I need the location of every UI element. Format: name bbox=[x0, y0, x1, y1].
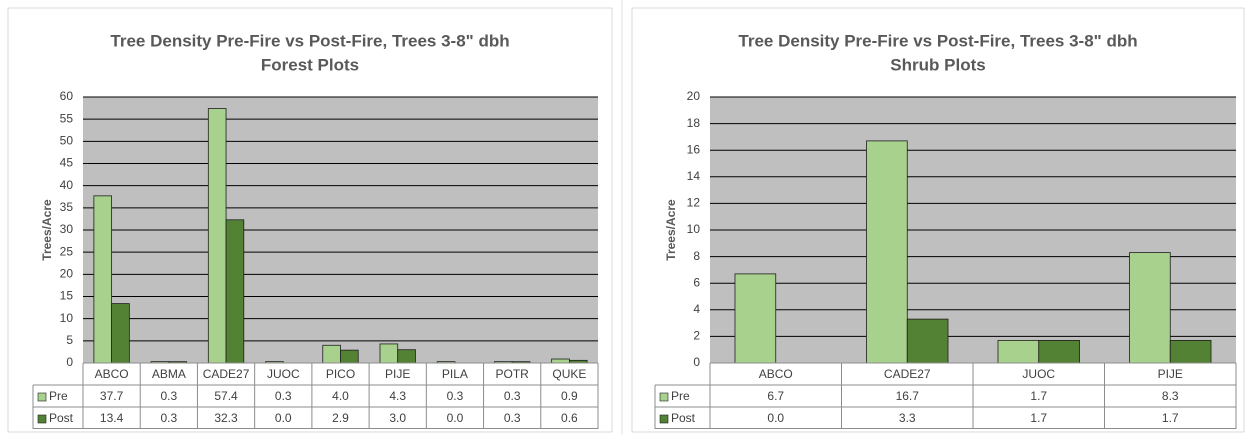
bar bbox=[340, 349, 359, 364]
y-tick-label: 0 bbox=[693, 355, 700, 369]
y-tick-label: 10 bbox=[60, 311, 74, 325]
x-tick-label: JUOC bbox=[267, 367, 300, 381]
table-value: 0.9 bbox=[561, 389, 578, 403]
y-tick-label: 18 bbox=[687, 116, 701, 130]
table-value: 0.3 bbox=[160, 389, 177, 403]
legend-key bbox=[659, 414, 669, 424]
x-tick-label: PILA bbox=[442, 367, 468, 381]
legend-key bbox=[37, 392, 47, 402]
bar bbox=[734, 273, 777, 364]
x-tick-label: JUOC bbox=[1022, 367, 1055, 381]
y-axis-label: Trees/Acre bbox=[40, 199, 54, 261]
x-tick-label: ABCO bbox=[95, 367, 129, 381]
table-value: 16.7 bbox=[896, 389, 920, 403]
bar bbox=[906, 318, 949, 364]
table-value: 0.0 bbox=[447, 411, 464, 425]
table-value: 1.7 bbox=[1030, 389, 1047, 403]
y-tick-label: 40 bbox=[60, 178, 74, 192]
bar bbox=[1038, 339, 1080, 364]
x-tick-label: PICO bbox=[326, 367, 355, 381]
y-tick-label: 8 bbox=[693, 249, 700, 263]
y-tick-label: 4 bbox=[693, 302, 700, 316]
y-tick-label: 30 bbox=[60, 222, 74, 236]
table-value: 0.3 bbox=[504, 389, 521, 403]
bar bbox=[111, 303, 130, 364]
bar bbox=[1169, 339, 1212, 364]
bar bbox=[866, 140, 908, 364]
x-tick-label: CADE27 bbox=[884, 367, 931, 381]
bar bbox=[551, 358, 570, 364]
bar bbox=[207, 108, 227, 364]
table-value: 0.3 bbox=[447, 389, 464, 403]
y-tick-label: 20 bbox=[687, 89, 701, 103]
table-value: 0.3 bbox=[275, 389, 292, 403]
table-value: 0.3 bbox=[504, 411, 521, 425]
bar bbox=[1129, 252, 1171, 364]
table-value: 37.7 bbox=[100, 389, 124, 403]
y-tick-label: 55 bbox=[60, 111, 74, 125]
y-tick-label: 20 bbox=[60, 267, 74, 281]
table-value: 0.0 bbox=[275, 411, 292, 425]
table-value: 1.7 bbox=[1030, 411, 1047, 425]
bar bbox=[322, 344, 341, 364]
legend-label: Pre bbox=[671, 389, 690, 403]
y-tick-label: 15 bbox=[60, 289, 74, 303]
y-tick-label: 10 bbox=[687, 222, 701, 236]
y-tick-label: 25 bbox=[60, 244, 74, 258]
x-tick-label: ABMA bbox=[152, 367, 186, 381]
y-tick-label: 60 bbox=[60, 89, 74, 103]
table-value: 0.3 bbox=[160, 411, 177, 425]
y-tick-label: 0 bbox=[66, 355, 73, 369]
y-tick-label: 45 bbox=[60, 156, 74, 170]
legend-label: Pre bbox=[49, 389, 68, 403]
x-tick-label: QUKE bbox=[552, 367, 586, 381]
y-tick-label: 14 bbox=[687, 169, 701, 183]
table-value: 57.4 bbox=[214, 389, 238, 403]
table-value: 1.7 bbox=[1162, 411, 1179, 425]
bar bbox=[225, 219, 245, 364]
chart-subtitle: Forest Plots bbox=[261, 55, 359, 74]
table-value: 2.9 bbox=[332, 411, 349, 425]
chart-title: Tree Density Pre-Fire vs Post-Fire, Tree… bbox=[738, 31, 1137, 50]
table-value: 4.3 bbox=[389, 389, 406, 403]
legend-key bbox=[659, 392, 669, 402]
table-value: 3.0 bbox=[389, 411, 406, 425]
table-value: 0.0 bbox=[767, 411, 784, 425]
y-tick-label: 5 bbox=[66, 333, 73, 347]
bar bbox=[397, 349, 416, 364]
bar bbox=[93, 195, 113, 364]
table-value: 3.3 bbox=[899, 411, 916, 425]
table-value: 13.4 bbox=[100, 411, 124, 425]
table-value: 6.7 bbox=[767, 389, 784, 403]
y-tick-label: 2 bbox=[693, 329, 700, 343]
y-tick-label: 6 bbox=[693, 275, 700, 289]
chart-subtitle: Shrub Plots bbox=[890, 55, 985, 74]
bar bbox=[379, 343, 399, 364]
legend-label: Post bbox=[671, 411, 696, 425]
x-tick-label: ABCO bbox=[759, 367, 793, 381]
y-axis-label: Trees/Acre bbox=[664, 199, 678, 261]
y-tick-label: 35 bbox=[60, 200, 74, 214]
x-tick-label: PIJE bbox=[385, 367, 410, 381]
y-tick-label: 50 bbox=[60, 134, 74, 148]
x-tick-label: PIJE bbox=[1158, 367, 1183, 381]
legend-label: Post bbox=[49, 411, 74, 425]
chart-title: Tree Density Pre-Fire vs Post-Fire, Tree… bbox=[110, 31, 509, 50]
x-tick-label: POTR bbox=[495, 367, 529, 381]
table-value: 8.3 bbox=[1162, 389, 1179, 403]
legend-key bbox=[37, 414, 47, 424]
bar bbox=[997, 339, 1040, 364]
x-tick-label: CADE27 bbox=[203, 367, 250, 381]
y-tick-label: 12 bbox=[687, 196, 701, 210]
table-value: 4.0 bbox=[332, 389, 349, 403]
y-tick-label: 16 bbox=[687, 142, 701, 156]
table-value: 0.6 bbox=[561, 411, 578, 425]
table-value: 32.3 bbox=[214, 411, 238, 425]
